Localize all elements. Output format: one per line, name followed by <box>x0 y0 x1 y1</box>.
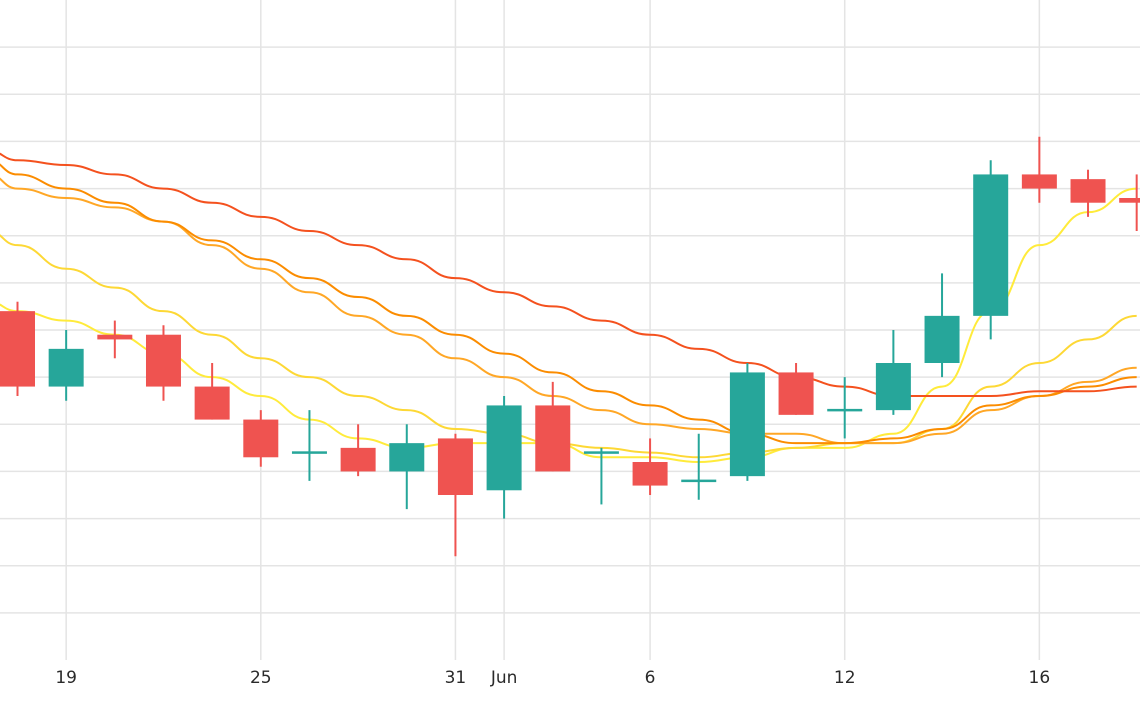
candle-up <box>875 330 911 415</box>
x-axis: 19 25 31 Jun 6 12 16 <box>55 668 1050 688</box>
candle-body <box>827 408 863 412</box>
candle-down <box>632 438 668 495</box>
candle-up <box>973 160 1009 340</box>
x-tick-label: Jun <box>490 668 518 688</box>
candle-down <box>243 410 279 467</box>
candle-body <box>729 372 765 477</box>
x-tick-label: 19 <box>55 668 77 688</box>
candle-up <box>48 330 84 401</box>
candle-body <box>0 311 35 387</box>
candle-down <box>535 381 571 472</box>
candle-body <box>97 334 133 340</box>
candle-up <box>583 447 619 505</box>
candle-body <box>778 372 814 415</box>
candle-down <box>778 363 814 415</box>
candle-body <box>1070 179 1106 203</box>
candle-body <box>340 447 376 472</box>
candle-up <box>924 273 960 378</box>
candle-up <box>486 396 522 519</box>
candle-body <box>291 451 327 454</box>
candle-body <box>632 462 668 486</box>
candle-body <box>48 348 84 387</box>
candle-body <box>535 405 571 472</box>
candle-body <box>194 386 230 420</box>
candle-body <box>389 443 425 472</box>
grid-layer <box>0 0 1140 660</box>
moving-average-line <box>0 177 1137 445</box>
candle-body <box>145 334 181 387</box>
candle-up <box>291 410 327 481</box>
candle-body <box>486 405 522 491</box>
x-tick-label: 16 <box>1029 668 1051 688</box>
candle-body <box>243 419 279 458</box>
x-tick-label: 25 <box>250 668 272 688</box>
candle-layer <box>0 136 1140 557</box>
moving-average-line <box>0 152 1137 398</box>
candle-down <box>1119 174 1140 231</box>
candle-body <box>583 451 619 454</box>
candle-body <box>681 479 717 483</box>
candle-down <box>145 325 181 401</box>
moving-average-line <box>0 163 1137 445</box>
candle-down <box>0 301 35 396</box>
candle-body <box>973 174 1009 316</box>
candle-body <box>1119 198 1140 203</box>
candle-up <box>389 424 425 510</box>
candle-body <box>875 363 911 411</box>
candle-down <box>1070 169 1106 217</box>
candle-down <box>340 424 376 477</box>
candle-down <box>97 320 133 359</box>
x-tick-label: 31 <box>445 668 467 688</box>
candle-body <box>437 438 473 495</box>
candle-body <box>924 315 960 363</box>
candle-down <box>437 433 473 557</box>
candle-body <box>1021 174 1057 189</box>
candle-up <box>681 433 717 500</box>
candle-down <box>194 363 230 420</box>
x-tick-label: 12 <box>834 668 856 688</box>
candle-up <box>729 363 765 481</box>
x-tick-label: 6 <box>645 668 656 688</box>
candle-down <box>1021 136 1057 203</box>
candle-up <box>827 377 863 439</box>
